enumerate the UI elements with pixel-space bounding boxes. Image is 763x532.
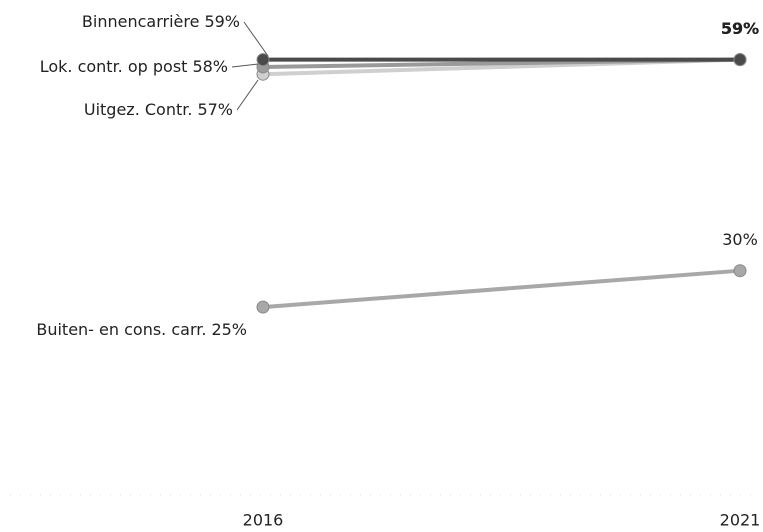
point	[256, 300, 270, 314]
value-label: 59%	[204, 12, 240, 31]
leader-line	[243, 21, 269, 57]
value-label: 57%	[197, 100, 233, 119]
series-label: Buiten- en cons. carr. 25%	[36, 320, 247, 339]
value-label: 30%	[722, 230, 758, 249]
point	[733, 264, 747, 278]
series-name: Buiten- en cons. carr.	[36, 320, 206, 339]
series-label: Uitgez. Contr. 57%	[84, 100, 233, 119]
series-name: Binnencarrière	[82, 12, 200, 31]
point	[256, 53, 270, 67]
leader-line	[236, 79, 259, 111]
series-name: Lok. contr. op post	[40, 57, 188, 76]
value-label: 58%	[192, 57, 228, 76]
value-label: 59%	[721, 19, 759, 38]
series-name: Uitgez. Contr.	[84, 100, 193, 119]
value-label: 59%	[721, 19, 759, 38]
series-label: Lok. contr. op post 58%	[40, 57, 228, 76]
x-tick-label: 2016	[243, 511, 284, 530]
point	[733, 53, 747, 67]
series-line	[262, 268, 741, 310]
value-label: 59%	[721, 19, 759, 38]
x-tick-label: 2021	[720, 511, 761, 530]
value-label: 25%	[211, 320, 247, 339]
series-label: Binnencarrière 59%	[82, 12, 240, 31]
leader-line	[231, 63, 259, 68]
